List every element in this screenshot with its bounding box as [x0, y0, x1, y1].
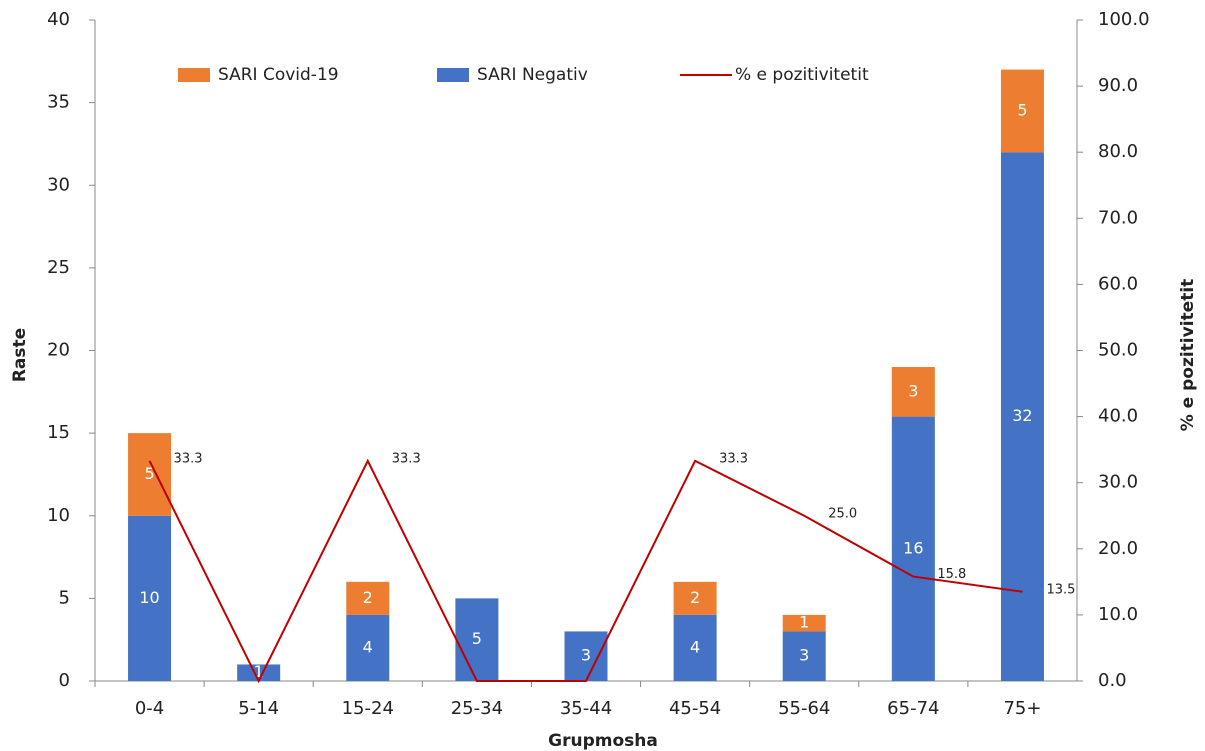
x-tick-label: 25-34	[451, 698, 503, 719]
line-value-label: 33.3	[174, 451, 203, 466]
bar-segment	[128, 433, 172, 516]
line	[148, 458, 1023, 684]
x-tick-label: 45-54	[669, 698, 721, 719]
bar-value-label: 10	[139, 588, 159, 607]
y2-tick-label: 50.0	[1098, 340, 1138, 361]
line-value-label: 13.5	[1046, 582, 1075, 597]
bar-value-label: 16	[903, 538, 923, 557]
y2-tick-label: 80.0	[1098, 141, 1138, 162]
x-tick-label: 15-24	[342, 698, 394, 719]
bar-segment	[564, 631, 608, 681]
y-tick-label: 15	[47, 422, 70, 443]
y2-tick-label: 70.0	[1098, 207, 1138, 228]
legend-swatch	[437, 68, 469, 82]
y2-tick-label: 20.0	[1098, 538, 1138, 559]
bar-segment	[237, 664, 281, 681]
bar-value-label: 5	[1017, 100, 1027, 119]
bar-value-label: 5	[472, 629, 482, 648]
y2-tick-label: 0.0	[1098, 670, 1127, 691]
y-tick-label: 40	[47, 9, 70, 30]
bar-value-label: 2	[363, 588, 373, 607]
x-tick-label: 35-44	[560, 698, 612, 719]
bar-value-label: 2	[690, 588, 700, 607]
line-value-label: 33.3	[392, 451, 421, 466]
y2-tick-label: 40.0	[1098, 406, 1138, 427]
y-tick-label: 35	[47, 92, 70, 113]
bar-segment	[673, 581, 717, 615]
bar-value-label: 3	[581, 646, 591, 665]
y2-tick-label: 10.0	[1098, 604, 1138, 625]
y2-tick-label: 30.0	[1098, 472, 1138, 493]
legend-label: SARI Negativ	[477, 65, 588, 85]
bar-segment	[782, 631, 826, 681]
bar-value-label: 3	[908, 381, 918, 400]
x-tick-label: 65-74	[887, 698, 939, 719]
y-tick-label: 30	[47, 174, 70, 195]
bar-value-label: 4	[363, 637, 373, 656]
bar-value-label: 4	[690, 637, 700, 656]
line-value-label: 33.3	[719, 451, 748, 466]
y-axis-title: Raste	[10, 328, 30, 382]
legend-label: % e pozitivitetit	[735, 65, 869, 85]
bar-value-label: 1	[799, 613, 809, 632]
bar-value-label: 1	[254, 662, 264, 681]
y2-tick-label: 100.0	[1098, 9, 1150, 30]
y-tick-label: 10	[47, 505, 70, 526]
x-tick-label: 55-64	[778, 698, 830, 719]
bar-value-label: 3	[799, 646, 809, 665]
bar-value-label: 32	[1012, 406, 1032, 425]
bar-segment	[1000, 152, 1044, 681]
bar-segment	[455, 598, 499, 681]
bar-segment	[782, 614, 826, 632]
y-tick-label: 0	[59, 670, 70, 691]
x-tick-label: 75+	[1003, 698, 1041, 719]
bar-segment	[128, 515, 172, 681]
y2-tick-label: 90.0	[1098, 75, 1138, 96]
y2-tick-label: 60.0	[1098, 273, 1138, 294]
x-axis-title: Grupmosha	[548, 731, 658, 751]
bar-segment	[346, 614, 390, 681]
bar-value-label: 5	[144, 464, 154, 483]
line-value-label: 25.0	[828, 506, 857, 521]
y-tick-label: 20	[47, 340, 70, 361]
bar-segment	[1000, 69, 1044, 153]
y-tick-label: 5	[59, 587, 70, 608]
y2-axis-title: % e pozitivitetit	[1178, 279, 1198, 432]
bar-segment	[891, 416, 935, 681]
y-tick-label: 25	[47, 257, 70, 278]
x-tick-label: 5-14	[238, 698, 279, 719]
x-tick-label: 0-4	[135, 698, 164, 719]
legend-swatch	[178, 68, 210, 82]
line-value-label: 15.8	[937, 567, 966, 582]
bar-segment	[673, 614, 717, 681]
legend-label: SARI Covid-19	[218, 65, 339, 85]
bar-segment	[346, 581, 390, 615]
bar-segment	[891, 367, 935, 417]
